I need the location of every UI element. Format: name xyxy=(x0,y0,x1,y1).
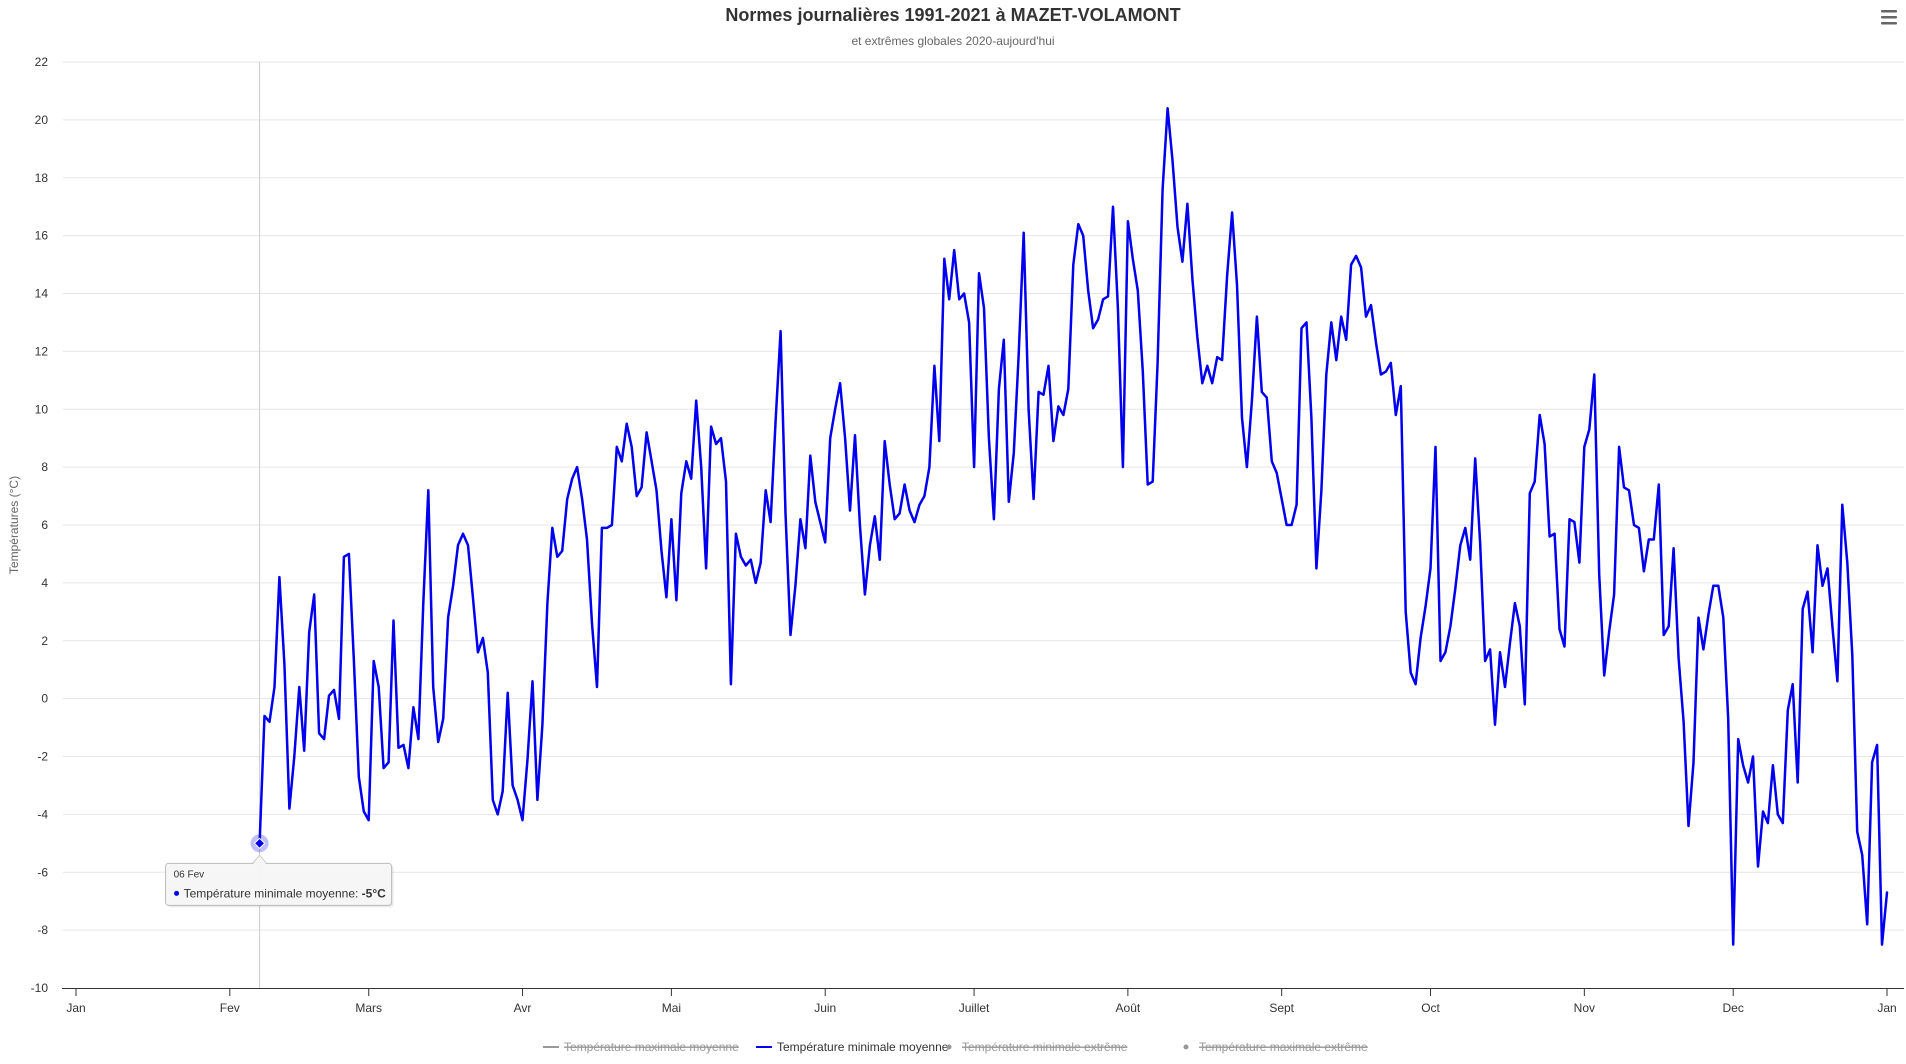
y-tick-label: 16 xyxy=(35,229,49,243)
x-tick-label: Mars xyxy=(355,1001,382,1015)
x-tick-label: Jan xyxy=(66,1001,85,1015)
chart-subtitle: et extrêmes globales 2020-aujourd'hui xyxy=(851,34,1054,48)
tooltip-series-dot xyxy=(174,890,180,896)
x-tick-label: Avr xyxy=(514,1001,532,1015)
y-tick-label: -8 xyxy=(37,923,48,937)
tooltip-pointer xyxy=(251,854,268,864)
y-tick-label: -6 xyxy=(37,865,48,879)
legend-dot-symbol xyxy=(1183,1044,1189,1050)
x-tick-label: Juillet xyxy=(959,1001,990,1015)
y-tick-label: 10 xyxy=(35,402,49,416)
x-tick-label: Dec xyxy=(1723,1001,1744,1015)
x-tick-label: Oct xyxy=(1421,1001,1440,1015)
x-axis: Jan Fev Mars Avr Mai Juin Juillet Août Sept Oct No… xyxy=(62,988,1904,1015)
legend-label: Température minimale moyenne xyxy=(777,1040,949,1054)
y-tick-label: 18 xyxy=(35,171,49,185)
series-layer[interactable] xyxy=(250,107,1889,946)
y-axis-ticks: -10 -8 -6 -4 -2 0 2 4 6 8 10 12 14 16 18 20 22 xyxy=(31,55,49,995)
hamburger-menu-icon[interactable] xyxy=(1877,7,1901,29)
y-tick-label: 12 xyxy=(35,344,49,358)
x-tick-label: Fev xyxy=(220,1001,240,1015)
y-tick-label: 22 xyxy=(35,55,49,69)
legend-item[interactable]: Température maximale extrême xyxy=(1183,1040,1369,1054)
x-tick-label: Août xyxy=(1116,1001,1141,1015)
chart-title: Normes journalières 1991-2021 à MAZET-VO… xyxy=(725,5,1180,25)
y-tick-label: -2 xyxy=(37,750,48,764)
y-tick-label: 14 xyxy=(35,287,49,301)
legend-item[interactable]: Température minimale moyenne xyxy=(756,1040,949,1054)
hover-point-marker[interactable] xyxy=(253,837,266,850)
y-tick-label: 0 xyxy=(41,692,48,706)
legend[interactable]: Température maximale moyenne Température … xyxy=(543,1040,1368,1054)
x-tick-label: Juin xyxy=(814,1001,836,1015)
tooltip-series-label: Température minimale moyenne: xyxy=(184,886,362,900)
y-tick-label: 4 xyxy=(41,576,48,590)
tooltip-series-text: Température minimale moyenne: -5°C xyxy=(184,886,387,900)
grid-lines xyxy=(63,61,1904,988)
y-tick-label: 8 xyxy=(41,460,48,474)
tooltip-date: 06 Fev xyxy=(174,869,205,880)
y-tick-label: 6 xyxy=(41,518,48,532)
x-tick-label: Sept xyxy=(1269,1001,1294,1015)
tooltip-value: -5°C xyxy=(362,886,386,900)
y-tick-label: -10 xyxy=(31,981,49,995)
tooltip: 06 Fev Température minimale moyenne: -5°C xyxy=(165,854,394,908)
legend-item[interactable]: Température minimale extrême xyxy=(946,1040,1128,1054)
series-line-min-mean[interactable] xyxy=(258,107,1889,946)
x-tick-label: Jan xyxy=(1877,1001,1896,1015)
tooltip-box xyxy=(165,862,393,906)
x-tick-label: Nov xyxy=(1574,1001,1595,1015)
legend-item[interactable]: Température maximale moyenne xyxy=(543,1040,739,1054)
y-axis-title: Températures (°C) xyxy=(7,476,21,574)
legend-dot-symbol xyxy=(946,1044,952,1050)
tooltip-joint xyxy=(253,862,266,865)
y-tick-label: 20 xyxy=(35,113,49,127)
y-tick-label: -4 xyxy=(37,807,48,821)
x-tick-label: Mai xyxy=(662,1001,681,1015)
y-tick-label: 2 xyxy=(41,634,48,648)
